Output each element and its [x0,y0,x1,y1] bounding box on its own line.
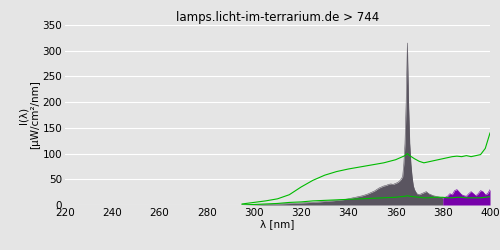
Y-axis label: I(λ)
[µW/cm²/nm]: I(λ) [µW/cm²/nm] [18,80,40,150]
Title: lamps.licht-im-terrarium.de > 744: lamps.licht-im-terrarium.de > 744 [176,11,379,24]
X-axis label: λ [nm]: λ [nm] [260,219,294,229]
